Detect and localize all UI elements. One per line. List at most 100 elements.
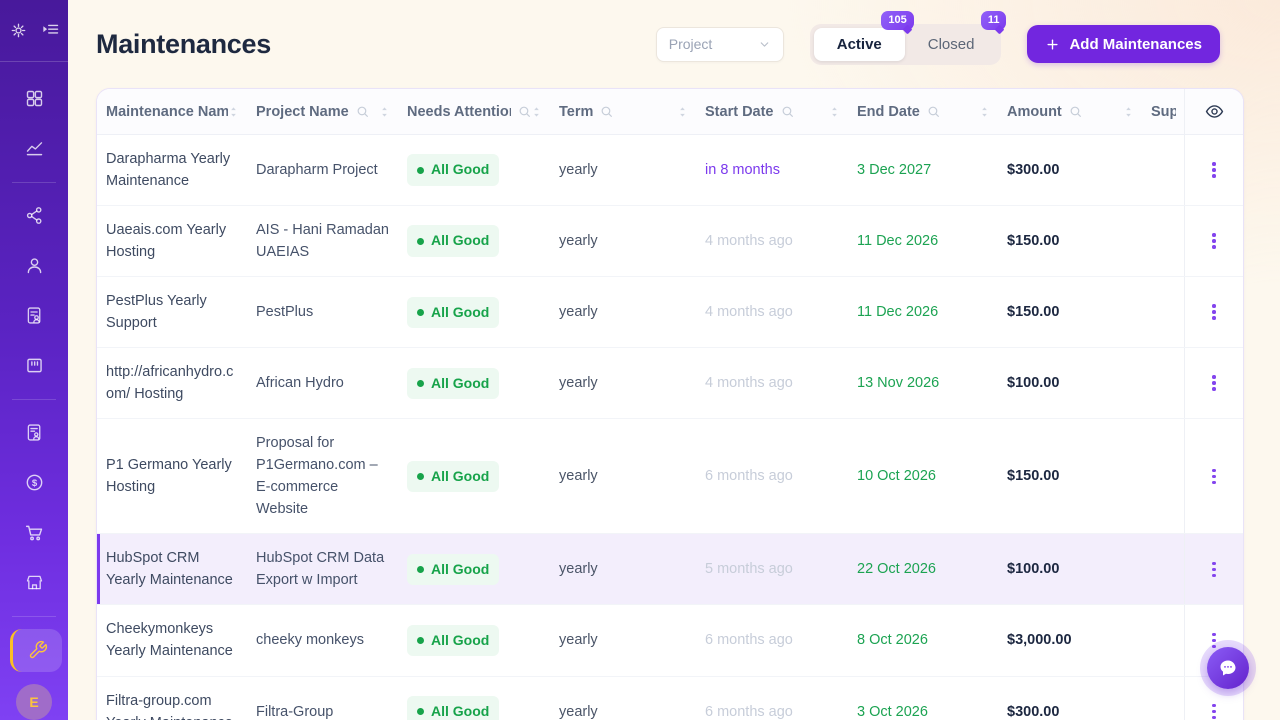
cell-project-name: Darapharm Project <box>256 162 378 179</box>
table-row[interactable]: Darapharma Yearly Maintenance Darapharm P… <box>97 135 1243 206</box>
cell-term: yearly <box>559 304 598 321</box>
chat-fab-button[interactable] <box>1207 647 1249 689</box>
tab-active[interactable]: Active 105 <box>813 10 914 61</box>
column-sort-icon[interactable] <box>228 105 239 119</box>
column-visibility-eye-icon[interactable] <box>1205 102 1224 121</box>
status-dot-icon <box>417 237 424 245</box>
row-actions-menu-button[interactable] <box>1206 627 1222 655</box>
column-sort-icon[interactable] <box>531 105 542 119</box>
cell-end-date: 22 Oct 2026 <box>857 561 936 578</box>
status-badge: All Good <box>407 553 500 586</box>
sidebar-item-maintenances-active[interactable] <box>10 628 62 673</box>
cell-end-date: 10 Oct 2026 <box>857 468 936 485</box>
column-header-term[interactable]: Term <box>550 89 696 134</box>
table-row[interactable]: HubSpot CRM Yearly Maintenance HubSpot CR… <box>97 533 1243 605</box>
column-sort-icon[interactable] <box>1123 105 1134 119</box>
table-row[interactable]: Cheekymonkeys Yearly Maintenance cheeky m… <box>97 604 1243 676</box>
tab-active-label: Active <box>836 35 882 53</box>
cell-term: yearly <box>559 375 598 392</box>
user-icon <box>27 258 41 274</box>
sidebar-item-dashboard[interactable] <box>0 74 68 124</box>
cell-support <box>1142 556 1184 582</box>
cell-needs-attention: All Good <box>398 284 550 341</box>
chat-fab-ring <box>1200 640 1256 696</box>
sidebar-divider <box>12 181 56 183</box>
cell-maintenance-name: Darapharma Yearly Maintenance <box>106 151 231 190</box>
column-header-needs-attention[interactable]: Needs Attention <box>398 89 550 134</box>
cell-start-date: 4 months ago <box>705 375 793 392</box>
column-search-icon[interactable] <box>927 105 940 118</box>
chat-bubble-icon <box>1220 660 1236 676</box>
sidebar-divider <box>12 615 56 617</box>
row-actions-menu-button[interactable] <box>1206 369 1222 397</box>
cell-needs-attention: All Good <box>398 355 550 412</box>
cell-amount: $300.00 <box>1007 162 1060 179</box>
cell-maintenance-name: Cheekymonkeys Yearly Maintenance <box>106 621 233 660</box>
column-sort-icon[interactable] <box>829 105 840 119</box>
column-search-icon[interactable] <box>518 105 531 118</box>
column-search-icon[interactable] <box>781 105 794 118</box>
column-search-icon[interactable] <box>600 105 613 118</box>
column-sort-icon[interactable] <box>979 105 990 119</box>
table-row[interactable]: Filtra-group.com Yearly Maintenance Filtr… <box>97 675 1243 720</box>
sidebar-item-users[interactable] <box>0 241 68 291</box>
cell-project-name: African Hydro <box>256 375 344 392</box>
column-label: Needs Attention <box>407 103 511 120</box>
kanban-board-icon <box>26 358 42 373</box>
column-label: Project Name <box>256 103 349 120</box>
column-label: Maintenance Name <box>106 103 228 120</box>
cell-actions <box>1184 206 1243 277</box>
dollar-circle-icon: $ <box>26 474 42 491</box>
sidebar-item-orders[interactable] <box>0 508 68 558</box>
sidebar-item-payments[interactable]: $ <box>0 458 68 508</box>
sidebar-divider <box>0 60 68 62</box>
column-sort-icon[interactable] <box>379 105 390 119</box>
tab-closed[interactable]: Closed 11 <box>905 10 1007 61</box>
cell-actions <box>1184 348 1243 419</box>
settings-gear-icon[interactable] <box>9 21 28 40</box>
cell-maintenance-name: P1 Germano Yearly Hosting <box>106 457 232 496</box>
status-badge: All Good <box>407 225 500 257</box>
row-actions-menu-button[interactable] <box>1206 698 1222 720</box>
column-search-icon[interactable] <box>356 105 369 118</box>
project-filter-select[interactable]: Project <box>655 26 784 62</box>
sidebar-item-board[interactable] <box>0 341 68 391</box>
cell-start-date: 4 months ago <box>705 233 793 250</box>
cell-needs-attention: All Good <box>398 448 550 505</box>
cell-project-name: Proposal for P1Germano.com – E-commerce … <box>256 435 378 518</box>
column-header-start-date[interactable]: Start Date <box>696 89 848 134</box>
sidebar-item-leads[interactable] <box>0 291 68 341</box>
column-header-actions <box>1184 89 1243 134</box>
column-sort-icon[interactable] <box>677 105 688 119</box>
cell-actions <box>1184 534 1243 605</box>
column-label: Term <box>559 103 594 120</box>
table-row[interactable]: P1 Germano Yearly Hosting Proposal for P1… <box>97 418 1243 534</box>
row-actions-menu-button[interactable] <box>1206 227 1222 255</box>
sidebar-item-documents[interactable] <box>0 408 68 458</box>
row-actions-menu-button[interactable] <box>1206 156 1222 184</box>
row-actions-menu-button[interactable] <box>1206 556 1222 584</box>
table-row[interactable]: Uaeais.com Yearly Hosting AIS - Hani Rama… <box>97 205 1243 277</box>
table-row[interactable]: PestPlus Yearly Support PestPlus All Good y… <box>97 276 1243 348</box>
sidebar-item-analytics[interactable] <box>0 124 68 174</box>
status-badge: All Good <box>407 367 500 399</box>
add-maintenances-button[interactable]: Add Maintenances <box>1027 25 1220 63</box>
user-avatar[interactable]: E <box>16 684 52 720</box>
row-actions-menu-button[interactable] <box>1206 463 1222 491</box>
column-header-amount[interactable]: Amount <box>998 89 1142 134</box>
sidebar-item-share[interactable] <box>0 191 68 241</box>
cell-support <box>1142 370 1184 396</box>
column-header-project-name[interactable]: Project Name <box>247 89 398 134</box>
document-person-icon <box>27 424 40 441</box>
sidebar-item-store[interactable] <box>0 558 68 608</box>
column-header-maintenance-name[interactable]: Maintenance Name <box>97 89 247 134</box>
column-search-icon[interactable] <box>1069 105 1082 118</box>
expand-menu-icon[interactable] <box>40 20 60 40</box>
column-header-support: Sup <box>1142 89 1184 134</box>
row-actions-menu-button[interactable] <box>1206 298 1222 326</box>
cell-end-date: 3 Oct 2026 <box>857 703 928 720</box>
table-row[interactable]: http://africanhydro.com/ Hosting African … <box>97 347 1243 419</box>
status-badge: All Good <box>407 695 500 720</box>
column-header-end-date[interactable]: End Date <box>848 89 998 134</box>
cell-term: yearly <box>559 468 598 485</box>
